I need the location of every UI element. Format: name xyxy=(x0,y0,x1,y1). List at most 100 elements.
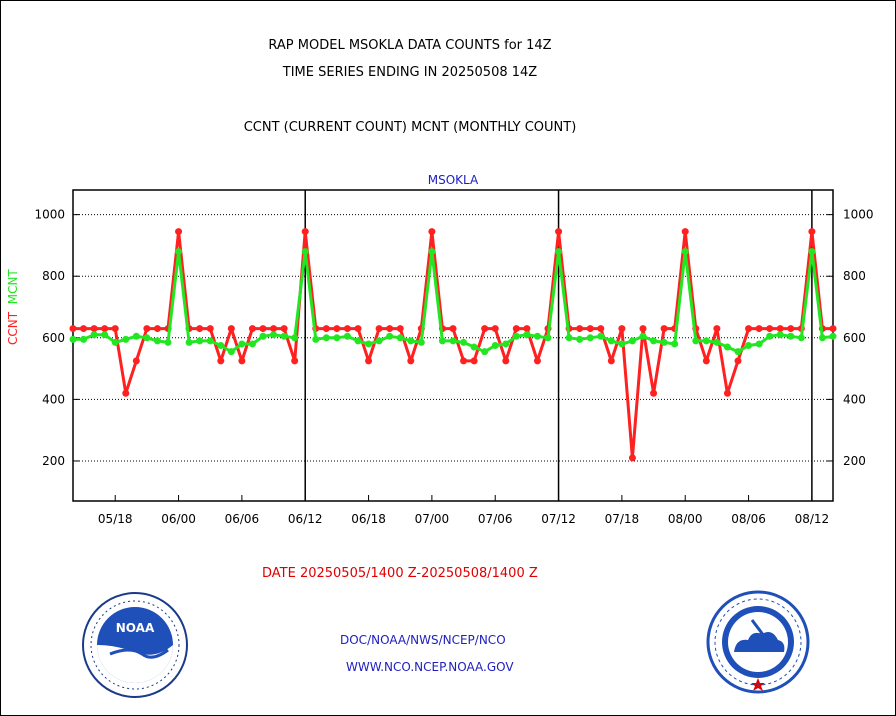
mcnt-data-point xyxy=(787,332,795,340)
ccnt-data-point xyxy=(343,325,351,333)
mcnt-data-point xyxy=(565,334,573,342)
mcnt-data-point xyxy=(428,248,436,256)
nws-logo-icon xyxy=(706,590,810,694)
mcnt-data-point xyxy=(175,248,183,256)
y-tick-label-right: 800 xyxy=(843,269,866,283)
mcnt-data-point xyxy=(576,335,584,343)
mcnt-data-point xyxy=(101,331,109,339)
mcnt-data-point xyxy=(481,348,489,356)
plot-title: MSOKLA xyxy=(428,173,479,187)
ccnt-data-point xyxy=(227,325,235,333)
mcnt-data-point xyxy=(164,338,172,346)
mcnt-data-point xyxy=(723,343,731,351)
ccnt-data-point xyxy=(449,325,457,333)
mcnt-data-point xyxy=(808,248,816,256)
y-tick-label-left: 200 xyxy=(42,454,65,468)
ccnt-data-point xyxy=(69,325,77,333)
mcnt-data-point xyxy=(650,337,658,345)
mcnt-data-point xyxy=(533,332,541,340)
ccnt-data-point xyxy=(111,325,119,333)
noaa-logo-icon: NOAA xyxy=(82,592,188,698)
mcnt-data-point xyxy=(491,342,499,349)
mcnt-data-point xyxy=(291,334,299,342)
mcnt-data-point xyxy=(132,332,140,340)
ccnt-data-point xyxy=(396,325,404,333)
ccnt-data-point xyxy=(533,357,541,365)
mcnt-data-point xyxy=(248,340,256,348)
mcnt-data-point xyxy=(259,332,267,340)
mcnt-data-point xyxy=(375,337,383,345)
ccnt-data-point xyxy=(238,357,246,365)
y-tick-label-left: 1000 xyxy=(34,208,65,222)
mcnt-data-point xyxy=(639,332,647,340)
mcnt-data-point xyxy=(80,335,88,343)
ccnt-data-point xyxy=(586,325,594,333)
mcnt-data-point xyxy=(111,338,119,346)
ccnt-data-point xyxy=(776,325,784,333)
ccnt-data-point xyxy=(502,357,510,365)
ccnt-data-point xyxy=(702,357,710,365)
x-tick-label: 05/18 xyxy=(98,512,133,526)
mcnt-data-point xyxy=(555,248,563,256)
mcnt-data-point xyxy=(829,332,837,340)
mcnt-data-point xyxy=(227,348,235,356)
mcnt-data-point xyxy=(365,340,373,348)
ccnt-data-point xyxy=(766,325,774,333)
mcnt-data-point xyxy=(766,332,774,340)
ccnt-data-point xyxy=(745,325,753,333)
ccnt-data-point xyxy=(386,325,394,333)
mcnt-data-point xyxy=(776,331,784,339)
mcnt-data-point xyxy=(280,332,288,340)
mcnt-data-point xyxy=(628,337,636,345)
mcnt-data-point xyxy=(460,338,468,346)
ccnt-data-point xyxy=(723,389,731,397)
chart-description: CCNT (CURRENT COUNT) MCNT (MONTHLY COUNT… xyxy=(243,120,577,135)
mcnt-data-point xyxy=(407,337,415,345)
noaa-logo-text: NOAA xyxy=(116,621,155,635)
x-tick-label: 08/06 xyxy=(731,512,766,526)
mcnt-data-point xyxy=(417,338,425,346)
ccnt-data-point xyxy=(80,325,88,333)
ccnt-data-point xyxy=(259,325,267,333)
ccnt-data-point xyxy=(375,325,383,333)
doc-link[interactable]: DOC/NOAA/NWS/NCEP/NCO xyxy=(340,633,506,647)
ccnt-data-point xyxy=(808,228,816,236)
ccnt-data-point xyxy=(555,228,563,236)
mcnt-data-point xyxy=(449,337,457,345)
ccnt-data-point xyxy=(196,325,204,333)
ccnt-data-point xyxy=(597,325,605,333)
ccnt-data-point xyxy=(143,325,151,333)
ccnt-data-point xyxy=(491,325,499,333)
mcnt-data-point xyxy=(354,337,362,345)
chart-title: RAP MODEL MSOKLA DATA COUNTS for 14Z xyxy=(268,38,552,53)
mcnt-data-point xyxy=(238,340,246,348)
ccnt-data-point xyxy=(354,325,362,333)
x-tick-label: 06/12 xyxy=(288,512,323,526)
ccnt-data-point xyxy=(460,357,468,365)
mcnt-data-point xyxy=(206,337,214,345)
x-tick-label: 06/06 xyxy=(225,512,260,526)
plot-area: MSOKLA 200 200 400 400 600 600 800 800 1000 1000 05… xyxy=(34,173,874,526)
ccnt-data-point xyxy=(650,389,658,397)
ccnt-data-point xyxy=(301,228,309,236)
mcnt-data-point xyxy=(597,332,605,340)
mcnt-data-point xyxy=(618,340,626,348)
ccnt-data-point xyxy=(153,325,161,333)
mcnt-data-point xyxy=(755,340,763,348)
ccnt-data-point xyxy=(291,357,299,365)
mcnt-data-point xyxy=(607,337,615,345)
ccnt-data-point xyxy=(576,325,584,333)
mcnt-data-point xyxy=(702,337,710,345)
y-tick-label-right: 1000 xyxy=(843,208,874,222)
mcnt-data-point xyxy=(586,334,594,342)
mcnt-data-point xyxy=(153,337,161,345)
ccnt-data-point xyxy=(333,325,341,333)
ccnt-data-point xyxy=(206,325,214,333)
mcnt-data-point xyxy=(660,338,668,346)
website-link[interactable]: WWW.NCO.NCEP.NOAA.GOV xyxy=(346,660,514,674)
ccnt-data-point xyxy=(322,325,330,333)
mcnt-data-point xyxy=(745,342,753,349)
y-tick-label-left: 600 xyxy=(42,331,65,345)
mcnt-data-point xyxy=(270,331,278,339)
date-range: DATE 20250505/1400 Z-20250508/1400 Z xyxy=(262,566,538,581)
